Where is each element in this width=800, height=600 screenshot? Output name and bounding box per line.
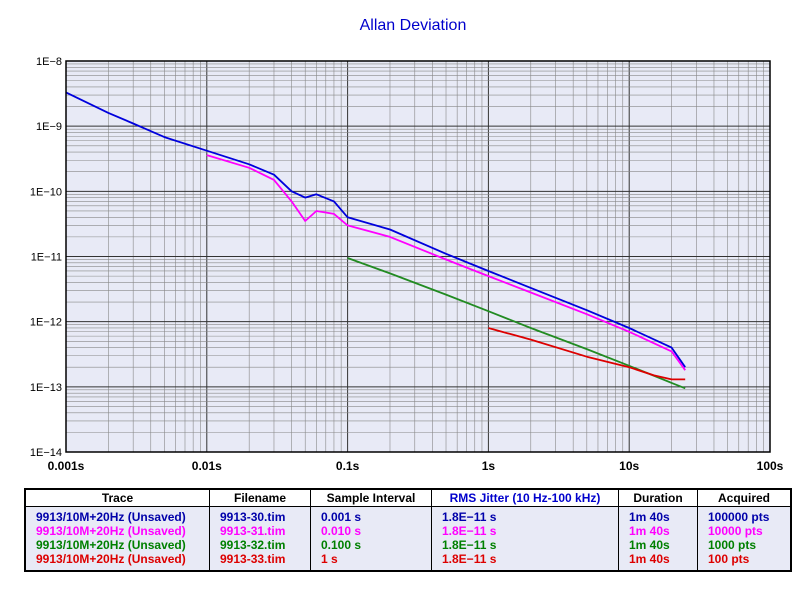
y-tick-label: 1E−10 — [30, 186, 62, 198]
cell-trace: 9913/10M+20Hz (Unsaved) — [24, 538, 210, 552]
plot-border — [65, 60, 771, 453]
cell-rms-jitter: 1.8E−11 s — [431, 524, 619, 538]
x-tick-label: 10s — [619, 459, 639, 473]
allan-deviation-chart: 1E−8 1E−9 1E−10 1E−11 1E−12 1E−13 1E−14 0.001s… — [30, 56, 784, 473]
y-tick-label: 1E−14 — [30, 447, 62, 459]
cell-filename: 9913-31.tim — [209, 524, 311, 538]
series-layer — [65, 91, 686, 390]
trace-table: Trace Filename Sample Interval RMS Jitte… — [24, 488, 792, 572]
series-line-3 — [347, 257, 686, 390]
cell-sample-interval: 1 s — [310, 552, 432, 571]
x-tick-label: 0.01s — [192, 459, 222, 473]
cell-acquired: 10000 pts — [697, 524, 792, 538]
cell-sample-interval: 0.010 s — [310, 524, 432, 538]
y-tick-label: 1E−11 — [31, 252, 62, 264]
cell-duration: 1m 40s — [618, 524, 698, 538]
x-tick-label: 0.1s — [336, 459, 360, 473]
y-tick-labels: 1E−8 1E−9 1E−10 1E−11 1E−12 1E−13 1E−14 — [30, 56, 62, 459]
header-trace: Trace — [24, 488, 210, 507]
cell-sample-interval: 0.100 s — [310, 538, 432, 552]
trace-row: 9913/10M+20Hz (Unsaved) 9913-32.tim 0.100 … — [24, 538, 792, 552]
trace-table-header-row: Trace Filename Sample Interval RMS Jitte… — [24, 488, 792, 507]
cell-trace: 9913/10M+20Hz (Unsaved) — [24, 506, 210, 524]
series-line-2 — [206, 154, 686, 371]
y-tick-label: 1E−8 — [36, 56, 62, 68]
cell-acquired: 100000 pts — [697, 506, 792, 524]
trace-row: 9913/10M+20Hz (Unsaved) 9913-31.tim 0.010 … — [24, 524, 792, 538]
header-rms-jitter: RMS Jitter (10 Hz-100 kHz) — [431, 488, 619, 507]
cell-duration: 1m 40s — [618, 552, 698, 571]
trace-row: 9913/10M+20Hz (Unsaved) 9913-33.tim 1 s 1.8… — [24, 552, 792, 571]
header-duration: Duration — [618, 488, 698, 507]
x-tick-labels: 0.001s 0.01s 0.1s 1s 10s 100s — [48, 459, 784, 473]
cell-rms-jitter: 1.8E−11 s — [431, 506, 619, 524]
cell-trace: 9913/10M+20Hz (Unsaved) — [24, 552, 210, 571]
series-line-4 — [488, 327, 686, 381]
x-tick-label: 0.001s — [48, 459, 85, 473]
y-tick-label: 1E−13 — [30, 382, 62, 394]
cell-duration: 1m 40s — [618, 506, 698, 524]
cell-rms-jitter: 1.8E−11 s — [431, 552, 619, 571]
chart-title: Allan Deviation — [359, 17, 467, 34]
cell-acquired: 1000 pts — [697, 538, 792, 552]
trace-table-body: 9913/10M+20Hz (Unsaved) 9913-30.tim 0.001 … — [24, 506, 792, 571]
cell-filename: 9913-30.tim — [209, 506, 311, 524]
cell-duration: 1m 40s — [618, 538, 698, 552]
cell-acquired: 100 pts — [697, 552, 792, 571]
cell-trace: 9913/10M+20Hz (Unsaved) — [24, 524, 210, 538]
grid-lines — [65, 61, 770, 453]
y-tick-label: 1E−12 — [30, 317, 62, 329]
header-sample-interval: Sample Interval — [310, 488, 432, 507]
x-tick-label: 1s — [482, 459, 496, 473]
trace-row: 9913/10M+20Hz (Unsaved) 9913-30.tim 0.001 … — [24, 506, 792, 524]
series-line-1 — [65, 91, 686, 368]
cell-rms-jitter: 1.8E−11 s — [431, 538, 619, 552]
cell-filename: 9913-33.tim — [209, 552, 311, 571]
cell-filename: 9913-32.tim — [209, 538, 311, 552]
header-acquired: Acquired — [697, 488, 792, 507]
x-tick-label: 100s — [757, 459, 784, 473]
cell-sample-interval: 0.001 s — [310, 506, 432, 524]
header-filename: Filename — [209, 488, 311, 507]
y-tick-label: 1E−9 — [36, 121, 62, 133]
